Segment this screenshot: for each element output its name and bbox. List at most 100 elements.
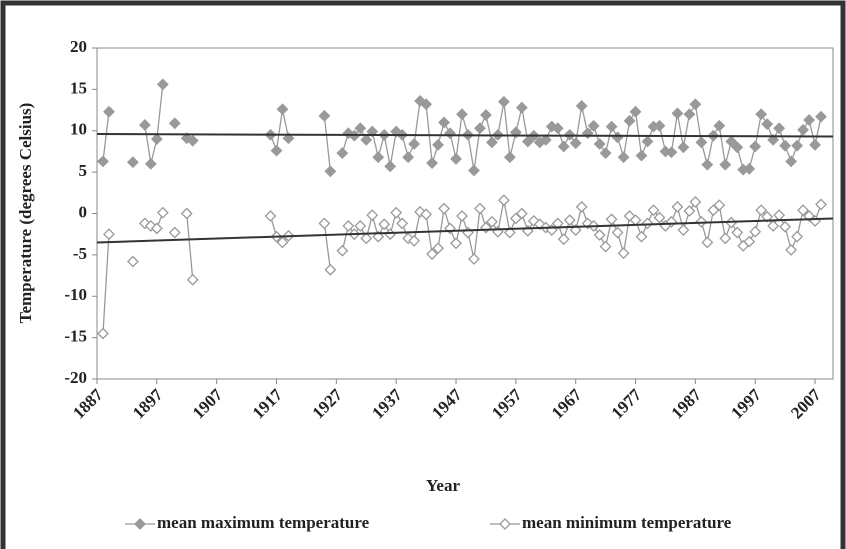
point <box>270 144 283 157</box>
point <box>324 165 337 178</box>
point <box>486 136 498 149</box>
point <box>186 273 199 286</box>
point <box>156 206 169 219</box>
point <box>731 141 744 154</box>
point <box>521 135 534 148</box>
point <box>713 119 726 132</box>
legend-marker <box>499 518 511 530</box>
point <box>767 219 780 232</box>
legend-marker <box>134 518 146 530</box>
point <box>450 237 462 250</box>
point <box>731 226 744 239</box>
point <box>318 109 331 122</box>
point <box>743 162 756 175</box>
point <box>593 138 606 150</box>
point <box>372 151 385 164</box>
point <box>497 95 510 108</box>
point <box>360 133 373 146</box>
point <box>653 119 666 132</box>
point <box>360 232 373 245</box>
point <box>743 235 756 248</box>
point <box>779 220 792 233</box>
point <box>515 101 528 114</box>
point <box>354 219 367 232</box>
point <box>420 98 433 111</box>
point <box>809 138 821 151</box>
point <box>713 199 726 212</box>
point <box>725 135 738 148</box>
point <box>587 119 600 132</box>
point <box>103 105 115 118</box>
point <box>653 211 666 224</box>
point <box>336 244 349 257</box>
point <box>617 151 630 164</box>
point <box>815 198 827 211</box>
point <box>414 95 427 107</box>
point <box>318 217 331 230</box>
point <box>390 206 403 219</box>
point <box>551 122 564 135</box>
point <box>497 194 510 207</box>
point <box>791 139 804 152</box>
point <box>384 160 397 173</box>
point <box>126 255 139 268</box>
point <box>432 138 444 151</box>
point <box>103 228 115 241</box>
point <box>186 134 199 147</box>
point <box>503 151 516 164</box>
point <box>635 149 648 162</box>
point <box>701 158 714 171</box>
point <box>785 155 798 168</box>
point <box>593 229 606 241</box>
point <box>378 218 391 231</box>
point <box>755 108 768 121</box>
point <box>509 212 522 225</box>
point <box>797 204 810 217</box>
point <box>456 108 468 121</box>
point <box>276 103 289 116</box>
point <box>557 233 570 246</box>
point <box>264 210 277 222</box>
point <box>617 247 630 260</box>
point <box>426 157 439 169</box>
y-tick-label: -15 <box>64 327 87 346</box>
point <box>611 226 624 239</box>
trend-line <box>96 133 834 138</box>
point <box>719 232 732 245</box>
point <box>677 141 690 154</box>
point <box>767 133 780 146</box>
point <box>695 136 708 149</box>
point <box>665 146 678 159</box>
point <box>773 122 786 135</box>
point <box>761 118 774 131</box>
point <box>468 164 480 177</box>
point <box>629 105 642 118</box>
legend: mean maximum temperature mean minimum tem… <box>125 513 732 532</box>
point <box>180 207 193 220</box>
point <box>623 114 636 127</box>
x-axis-title: Year <box>426 476 460 495</box>
y-tick-label: 10 <box>70 120 87 139</box>
point <box>97 327 109 340</box>
y-tick-label: 0 <box>79 202 88 221</box>
point <box>689 98 702 111</box>
point <box>815 110 827 123</box>
point <box>707 204 720 217</box>
point <box>414 205 427 218</box>
point <box>677 224 690 236</box>
point <box>156 78 169 91</box>
point <box>438 116 450 129</box>
y-tick-label: -20 <box>64 368 87 387</box>
point <box>324 263 337 276</box>
point <box>138 217 151 230</box>
point <box>426 248 439 260</box>
point <box>641 135 654 148</box>
point <box>749 140 762 153</box>
point <box>545 120 558 133</box>
point <box>450 152 462 165</box>
point <box>671 107 684 120</box>
point <box>803 114 815 126</box>
point <box>749 225 762 238</box>
point <box>456 210 468 222</box>
point <box>282 132 295 145</box>
